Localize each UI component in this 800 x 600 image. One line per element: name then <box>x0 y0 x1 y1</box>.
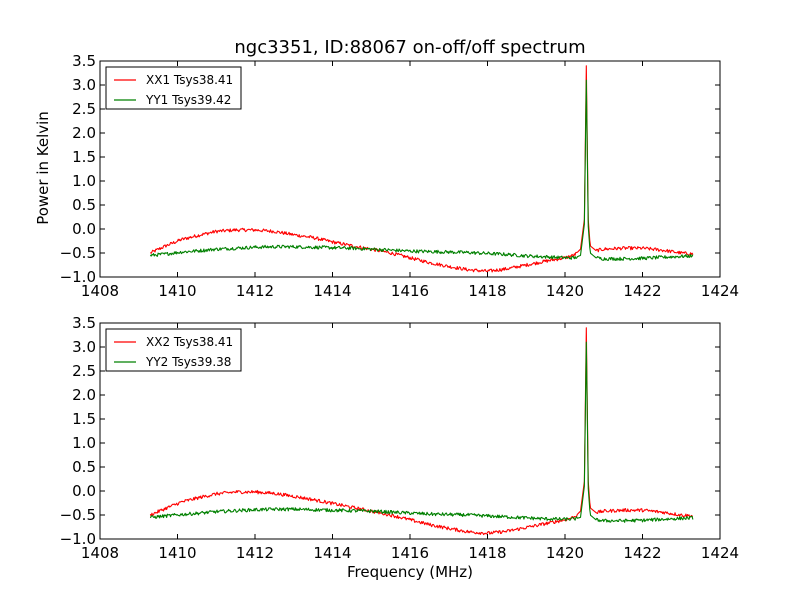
bottom-legend-entry: YY2 Tsys39.38 <box>145 355 231 369</box>
top-series-line-1 <box>149 65 694 273</box>
top-legend-box <box>105 66 242 110</box>
bottom-y-tick-label: −0.5 <box>60 506 96 524</box>
top-x-tick-label: 1418 <box>468 282 506 300</box>
chart-title: ngc3351, ID:88067 on-off/off spectrum <box>234 37 585 58</box>
top-spectrum-panel: 1408 1410 1412 1414 1416 1418 1420 1422 1424 −1.0… <box>60 52 740 300</box>
bottom-y-tick-label: −1.0 <box>60 530 96 548</box>
x-axis-label: Frequency (MHz) <box>347 563 473 581</box>
bottom-series-line-1 <box>149 327 693 536</box>
bottom-x-tick-label: 1414 <box>313 544 351 562</box>
bottom-y-tick-label: 1.5 <box>72 410 96 428</box>
top-legend-entry: XX1 Tsys38.41 <box>146 73 233 87</box>
bottom-y-tick-label: 0.5 <box>72 458 96 476</box>
bottom-y-tick-label: 2.0 <box>72 386 96 404</box>
top-x-tick-label: 1414 <box>313 282 351 300</box>
top-x-tick-label: 1410 <box>158 282 196 300</box>
bottom-x-tick-label: 1422 <box>623 544 661 562</box>
top-x-tick-label: 1408 <box>81 282 119 300</box>
bottom-series-line-2 <box>149 341 694 523</box>
bottom-y-tick-label: 1.0 <box>72 434 96 452</box>
top-y-tick-label: −0.5 <box>60 244 96 262</box>
bottom-y-tick-label: 3.0 <box>72 338 96 356</box>
bottom-y-tick-label: 2.5 <box>72 362 96 380</box>
bottom-legend-box <box>105 328 242 372</box>
top-y-tick-label: 1.0 <box>72 172 96 190</box>
bottom-x-tick-label: 1418 <box>468 544 506 562</box>
top-y-tick-label: −1.0 <box>60 268 96 286</box>
top-legend-entry: YY1 Tsys39.42 <box>145 93 231 107</box>
top-x-tick-label: 1424 <box>701 282 739 300</box>
bottom-x-tick-label: 1420 <box>546 544 584 562</box>
bottom-y-tick-label: 0.0 <box>72 482 96 500</box>
top-y-tick-label: 2.5 <box>72 100 96 118</box>
top-x-tick-label: 1416 <box>391 282 429 300</box>
bottom-x-tick-label: 1416 <box>391 544 429 562</box>
top-y-tick-label: 2.0 <box>72 124 96 142</box>
bottom-x-tick-label: 1410 <box>158 544 196 562</box>
top-x-tick-label: 1412 <box>236 282 274 300</box>
top-series-line-2 <box>149 79 694 261</box>
top-x-tick-label: 1420 <box>546 282 584 300</box>
top-y-tick-label: 0.0 <box>72 220 96 238</box>
top-x-tick-label: 1422 <box>623 282 661 300</box>
bottom-x-tick-label: 1424 <box>701 544 739 562</box>
top-y-tick-label: 3.5 <box>72 52 96 70</box>
bottom-y-tick-label: 3.5 <box>72 314 96 332</box>
top-y-tick-label: 0.5 <box>72 196 96 214</box>
bottom-x-tick-label: 1412 <box>236 544 274 562</box>
bottom-spectrum-panel: 1408 1410 1412 1414 1416 1418 1420 1422 1424 −1.0… <box>60 314 740 562</box>
bottom-x-tick-label: 1408 <box>81 544 119 562</box>
top-y-tick-label: 3.0 <box>72 76 96 94</box>
top-y-tick-label: 1.5 <box>72 148 96 166</box>
bottom-legend-entry: XX2 Tsys38.41 <box>146 335 233 349</box>
y-axis-label: Power in Kelvin <box>34 111 52 225</box>
